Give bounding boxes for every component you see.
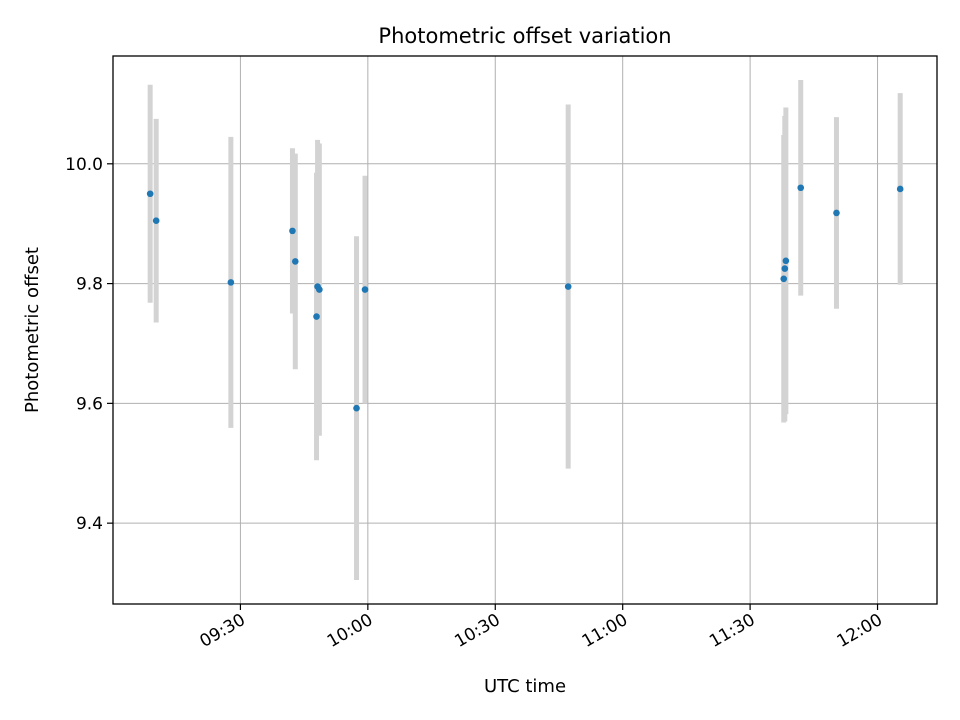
y-axis-ticks: 9.4 9.6 9.8 10.0: [65, 155, 113, 534]
data-point: [782, 257, 790, 265]
x-tick-label: 10:30: [451, 610, 503, 652]
data-point: [316, 286, 323, 293]
data-point: [797, 184, 805, 192]
error-bars: [147, 79, 903, 581]
x-tick-label: 10:00: [324, 610, 376, 652]
data-point: [896, 185, 904, 193]
data-point: [833, 209, 840, 217]
y-tick-label: 9.8: [76, 275, 103, 295]
data-point: [227, 279, 235, 286]
data-point: [361, 286, 369, 293]
data-point: [313, 313, 320, 320]
data-point: [152, 217, 160, 224]
data-points: [146, 184, 904, 412]
y-tick-label: 9.4: [76, 514, 103, 534]
data-point: [564, 283, 572, 290]
data-point: [146, 190, 154, 198]
x-tick-label: 12:00: [834, 610, 886, 652]
x-axis-ticks: 09:30 10:00 10:30 11:00 11:30 12:00: [196, 604, 886, 652]
x-tick-label: 11:30: [706, 610, 758, 652]
plot-frame: [112, 55, 938, 605]
data-point: [289, 227, 296, 235]
data-point: [291, 258, 299, 265]
y-axis-label: Photometric offset: [22, 247, 43, 413]
y-tick-label: 9.6: [76, 394, 103, 414]
y-tick-label: 10.0: [65, 155, 103, 175]
gridlines: [113, 56, 937, 604]
x-tick-label: 09:30: [196, 610, 248, 652]
data-point: [781, 265, 789, 272]
chart-title: Photometric offset variation: [378, 24, 671, 48]
data-point: [780, 275, 788, 283]
x-tick-label: 11:00: [579, 610, 631, 652]
data-point: [353, 404, 360, 412]
x-axis-label: UTC time: [484, 676, 566, 697]
